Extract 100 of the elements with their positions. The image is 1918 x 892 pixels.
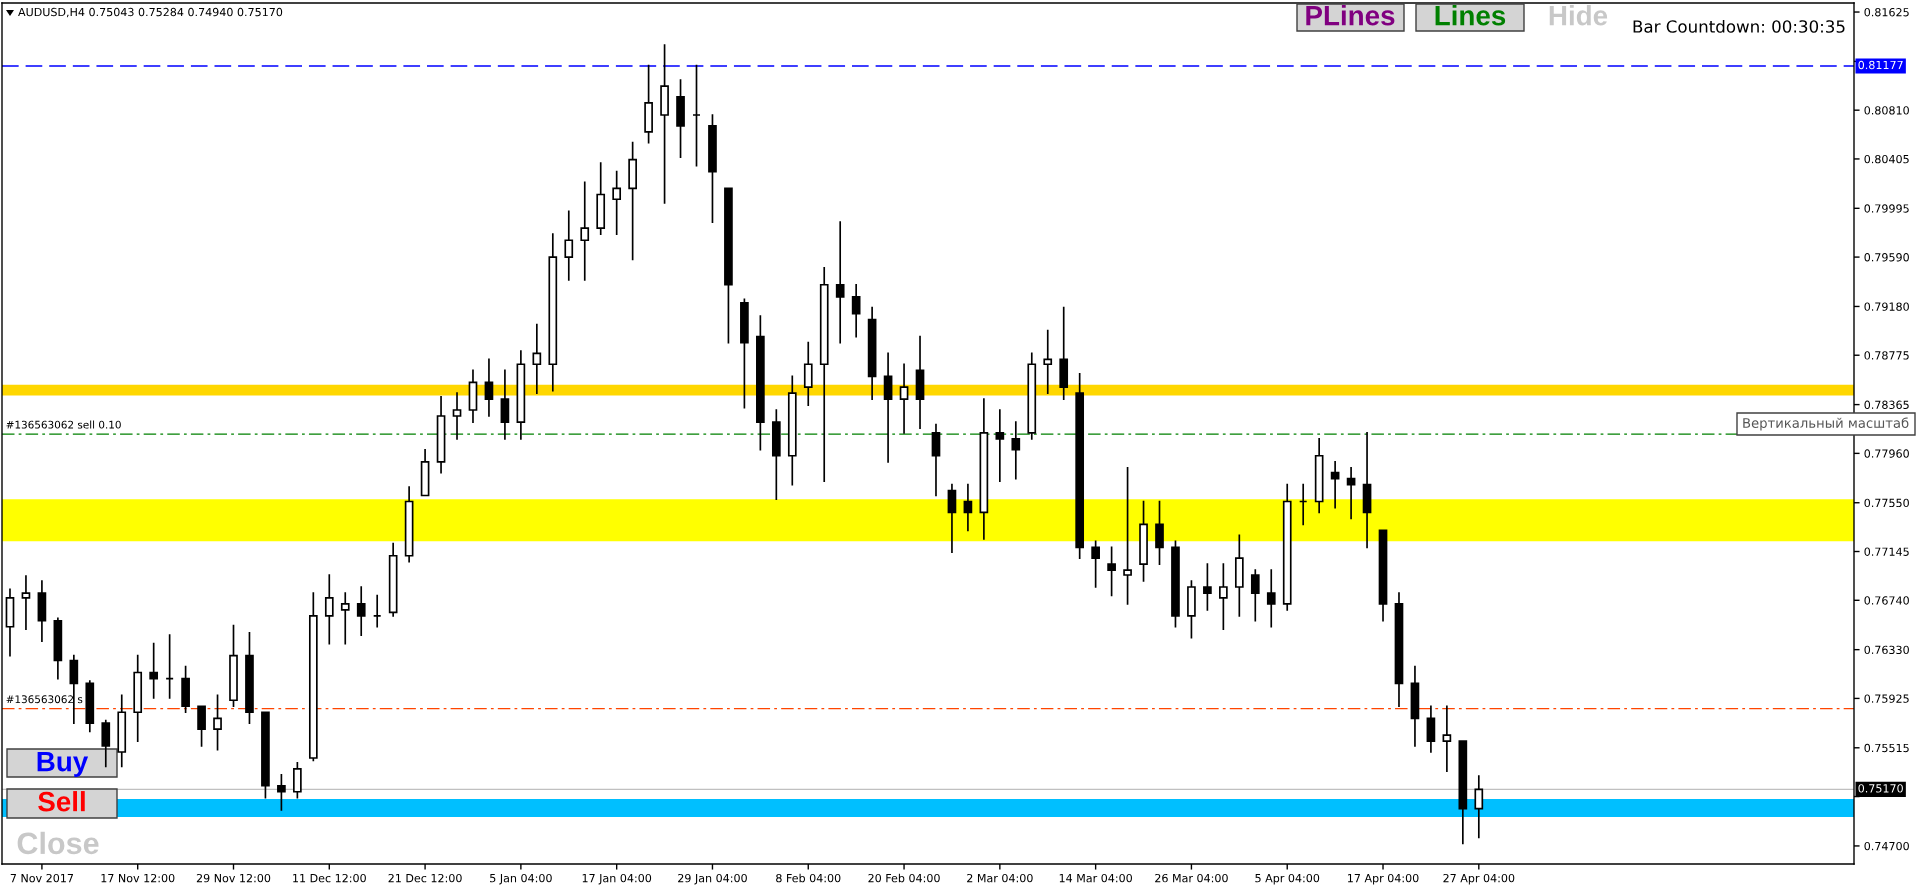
candlestick (708, 114, 717, 223)
x-tick-label: 7 Nov 2017 (10, 873, 74, 883)
candlestick (915, 335, 925, 429)
candlestick (277, 774, 286, 811)
candlestick (308, 592, 318, 762)
candlestick (181, 665, 190, 714)
y-tick-label: 0.78775 (1864, 351, 1909, 360)
annotation: PLines (1306, 5, 1395, 26)
y-tick-label: 0.80810 (1864, 106, 1909, 115)
candlestick (1426, 705, 1436, 753)
ref-line-label: #136563062 sell 0.10 (6, 420, 121, 429)
candlestick (1298, 483, 1308, 526)
candlestick (436, 395, 446, 474)
candlestick (484, 358, 494, 417)
candlestick (676, 79, 685, 158)
candlestick (468, 369, 478, 423)
candlestick (995, 409, 1005, 482)
candlestick (1011, 421, 1021, 480)
candlestick (867, 306, 877, 401)
candlestick (628, 141, 637, 261)
candlestick (1362, 432, 1372, 549)
candlestick (1123, 466, 1132, 605)
candlestick (1075, 373, 1085, 559)
y-tick-label: 0.77145 (1864, 547, 1909, 556)
candlestick (1139, 500, 1148, 582)
candlestick (564, 210, 574, 281)
candlestick (372, 594, 382, 628)
candlestick (644, 64, 653, 144)
candlestick (117, 694, 127, 768)
y-tick-label: 0.80405 (1864, 154, 1909, 164)
candlestick (261, 711, 270, 799)
x-tick-label: 5 Apr 04:00 (1255, 873, 1320, 885)
candlestick (21, 575, 31, 631)
candlestick (5, 588, 15, 657)
candlestick (388, 542, 398, 617)
y-tick-label: 0.75925 (1864, 694, 1909, 703)
candlestick (756, 315, 765, 451)
candlestick (293, 762, 302, 799)
chart-title: AUDUSD,H4 0.75043 0.75284 0.74940 0.75170 (18, 7, 283, 18)
x-tick-label: 26 Mar 04:00 (1155, 873, 1228, 883)
candlestick (420, 448, 430, 497)
candlestick (197, 705, 206, 747)
candlestick (1234, 534, 1244, 617)
y-tick-label: 0.77960 (1864, 449, 1909, 458)
candlestick (931, 423, 941, 497)
annotation: Вертикальный масштаб (1743, 417, 1909, 431)
candlestick (324, 574, 334, 645)
candlestick (596, 162, 606, 236)
y-tick-label: 0.79180 (1864, 302, 1909, 311)
x-tick-label: 14 Mar 04:00 (1059, 873, 1132, 883)
ref-line-label: 0.81177 (1858, 60, 1903, 70)
x-tick-label: 29 Nov 12:00 (196, 873, 271, 883)
y-tick-label: 0.81625 (1864, 8, 1909, 17)
candlestick (37, 580, 47, 643)
x-tick-label: 8 Feb 04:00 (776, 873, 841, 883)
candlestick (947, 483, 957, 553)
candlestick (1458, 740, 1468, 845)
annotation: Sell (38, 791, 85, 812)
candlestick (835, 221, 845, 344)
annotation: Lines (1435, 5, 1506, 26)
candlestick (963, 483, 973, 532)
candlestick (1107, 546, 1116, 597)
x-tick-label: 17 Apr 04:00 (1348, 873, 1419, 885)
x-tick-label: 11 Dec 12:00 (293, 873, 366, 883)
candlestick (516, 350, 526, 440)
candlestick (1187, 580, 1196, 639)
candlestick (165, 634, 174, 699)
x-tick-label: 5 Jan 04:00 (490, 873, 552, 885)
y-tick-label: 0.76330 (1864, 645, 1909, 655)
x-tick-label: 29 Jan 04:00 (678, 873, 747, 885)
x-tick-label: 17 Nov 12:00 (101, 873, 175, 883)
candlestick (1171, 540, 1180, 628)
x-tick-label: 20 Feb 04:00 (868, 873, 940, 883)
candlestick (787, 375, 797, 486)
candlestick (101, 719, 111, 768)
candlestick (580, 181, 590, 281)
annotation: Bar Countdown: 00:30:35 (1633, 19, 1845, 33)
y-tick-label: 0.75515 (1864, 743, 1909, 753)
candlestick (1442, 705, 1452, 773)
x-tick-label: 2 Mar 04:00 (967, 873, 1033, 883)
candlestick (851, 283, 861, 338)
candlestick (1155, 500, 1164, 565)
candlestick (133, 654, 143, 743)
y-tick-label: 0.79995 (1864, 204, 1909, 213)
ref-line-label: #136563062 s (6, 695, 83, 704)
candlestick (149, 642, 159, 699)
candlestick (724, 187, 733, 344)
x-tick-label: 27 Apr 04:00 (1443, 873, 1515, 885)
candlestick (1091, 540, 1100, 588)
candlestick (1474, 775, 1484, 839)
candlestick (532, 323, 542, 394)
y-tick-label: 0.78365 (1864, 400, 1909, 409)
candlestick (1330, 460, 1340, 509)
candlestick (1314, 438, 1324, 514)
candlestick (548, 233, 558, 392)
candlestick (1282, 483, 1292, 611)
candlestick (1043, 329, 1053, 394)
candlestick (1027, 352, 1037, 440)
candlestick (883, 352, 893, 463)
y-tick-label: 0.77550 (1864, 498, 1909, 508)
